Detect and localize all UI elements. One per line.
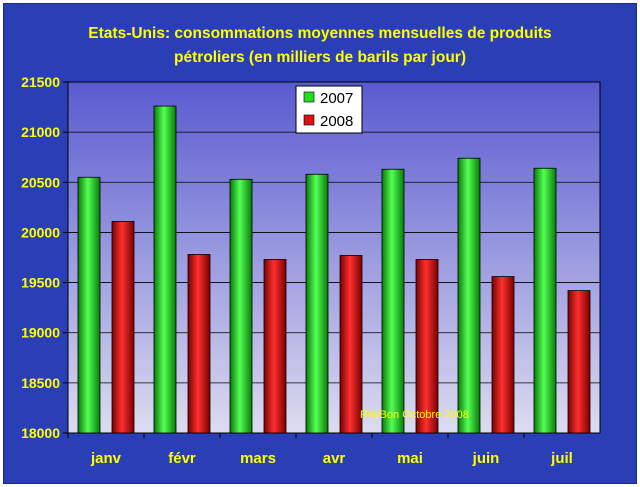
bar-2008-juin <box>491 276 515 434</box>
y-tick-label: 21500 <box>21 74 60 90</box>
bar-2008-juil <box>567 290 591 434</box>
bar-2007-mai <box>381 168 405 434</box>
y-tick-label: 21000 <box>21 124 60 140</box>
legend-swatch-2008 <box>303 114 315 126</box>
bar-2008-févr <box>187 254 211 434</box>
chart-title: Etats-Unis: consommations moyennes mensu… <box>4 22 636 70</box>
chart-title-line-2: pétroliers (en milliers de barils par jo… <box>173 49 466 66</box>
y-tick-label: 18500 <box>21 375 60 391</box>
legend: 2007 2008 <box>295 85 363 134</box>
bar-2007-juil <box>533 167 557 434</box>
plot-area <box>67 81 601 434</box>
x-tick-label-mai: mai <box>397 450 423 467</box>
bar-2008-avr <box>339 255 363 434</box>
bar-2008-mai <box>415 259 439 434</box>
bar-2007-févr <box>153 105 177 434</box>
bar-2007-mars <box>229 178 253 434</box>
x-tick-label-févr: févr <box>168 450 196 467</box>
bars <box>77 105 591 434</box>
bar-2008-janv <box>111 220 135 434</box>
bar-2007-juin <box>457 157 481 434</box>
legend-swatch-2007 <box>303 91 315 103</box>
y-axis-ticks: 18000 18500 19000 19500 20000 20500 21000 21500 <box>21 74 68 441</box>
legend-label-2008: 2008 <box>320 113 353 130</box>
bar-2007-avr <box>305 173 329 434</box>
x-tick-label-juil: juil <box>550 450 573 467</box>
y-tick-label: 20500 <box>21 174 60 190</box>
x-tick-label-juin: juin <box>472 450 500 467</box>
bar-2007-janv <box>77 176 101 434</box>
x-tick-label-janv: janv <box>90 450 122 467</box>
bar-2008-mars <box>263 259 287 434</box>
y-tick-label: 19500 <box>21 275 60 291</box>
x-tick-label-mars: mars <box>240 450 276 467</box>
x-tick-label-avr: avr <box>323 450 346 467</box>
chart-title-line-1: Etats-Unis: consommations moyennes mensu… <box>88 25 552 42</box>
x-axis-ticks: janv févr mars avr mai juin juil <box>67 433 573 467</box>
y-tick-label: 18000 <box>21 425 60 441</box>
watermark-annotation: RayBon Octobre 2008 <box>360 409 469 421</box>
y-tick-label: 20000 <box>21 224 60 240</box>
y-tick-label: 19000 <box>21 325 60 341</box>
legend-label-2007: 2007 <box>320 90 353 107</box>
